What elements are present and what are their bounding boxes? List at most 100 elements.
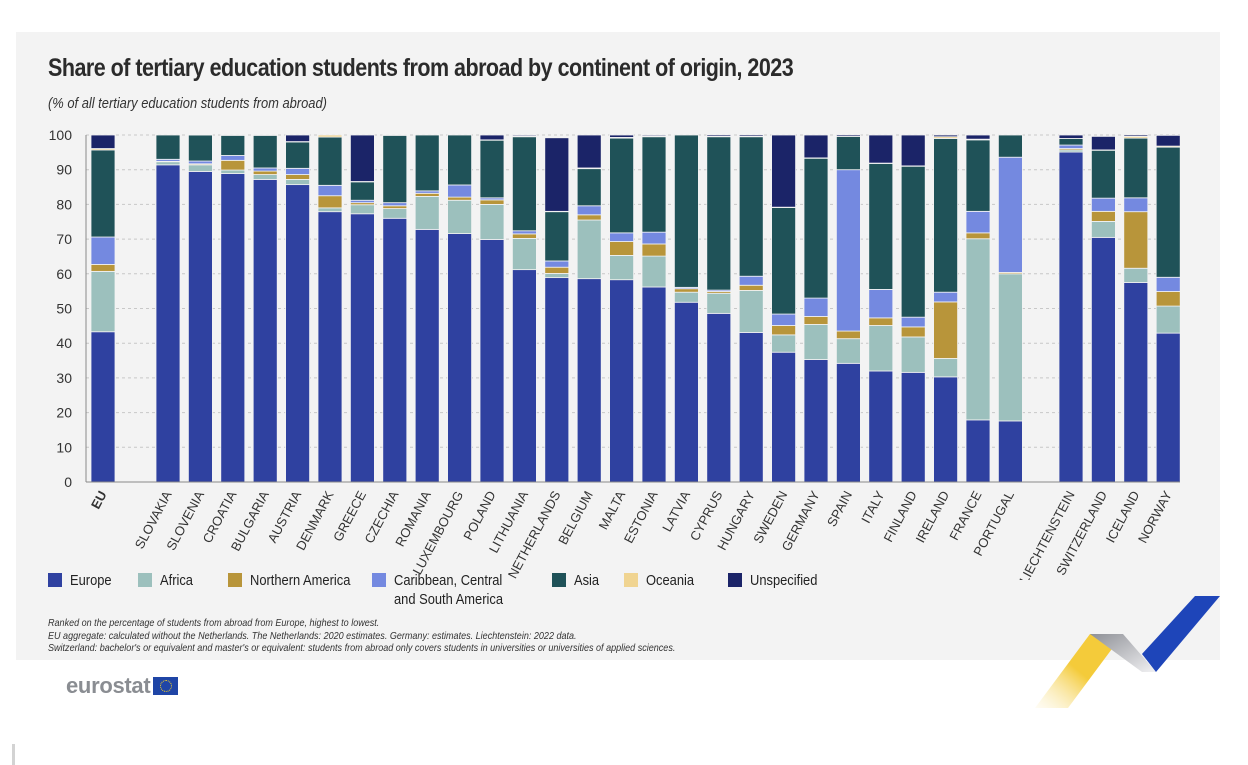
bar-stack — [609, 134, 634, 483]
legend-swatch — [138, 573, 152, 587]
legend-swatch — [372, 573, 386, 587]
bar-segment-asia — [187, 134, 213, 162]
ribbon-decoration-icon — [1035, 596, 1220, 708]
bar-segment-northern-america — [1091, 210, 1116, 222]
bar-segment-asia — [641, 136, 667, 233]
bar-segment-northern-america — [836, 330, 861, 340]
bar-segment-europe — [220, 173, 246, 483]
bar-segment-caribbean-central-and-south-america — [317, 184, 343, 197]
bar-stack — [544, 137, 570, 483]
legend-label: Caribbean, Central and South America — [394, 572, 504, 608]
y-tick-label: 0 — [64, 474, 72, 490]
bar-stack — [641, 134, 667, 483]
bar-segment-northern-america — [90, 264, 116, 272]
y-tick-label: 100 — [49, 127, 73, 143]
bar-segment-asia — [771, 207, 796, 315]
bar-segment-northern-america — [512, 233, 537, 239]
bar-segment-africa — [965, 238, 991, 421]
y-tick-label: 70 — [56, 231, 72, 247]
bar-segment-africa — [187, 164, 213, 172]
bar-segment-northern-america — [544, 266, 570, 274]
bar-stack — [1155, 134, 1181, 483]
bar-stack — [479, 134, 505, 483]
chart-title: Share of tertiary education students fro… — [48, 54, 794, 82]
bar-segment-africa — [706, 292, 732, 314]
bar-stack — [836, 134, 861, 483]
footnotes: Ranked on the percentage of students fro… — [48, 617, 675, 655]
bar-segment-caribbean-central-and-south-america — [285, 167, 311, 175]
bar-segment-unspecified — [900, 134, 926, 167]
bar-segment-caribbean-central-and-south-america — [868, 289, 894, 319]
bar-segment-europe — [1123, 282, 1149, 483]
legend-item: Europe — [48, 571, 126, 609]
bar-segment-europe — [382, 217, 408, 483]
legend-item: Caribbean, Central and South America — [372, 571, 540, 609]
bar-segment-asia — [90, 149, 116, 238]
bar-segment-caribbean-central-and-south-america — [900, 316, 926, 328]
x-axis-labels: EU SLOVAKIASLOVENIACROATIABULGARIAAUSTRIA… — [88, 488, 1175, 580]
bar-segment-asia — [706, 136, 732, 291]
bar-segment-europe — [674, 301, 699, 483]
bar-stack — [1123, 134, 1149, 483]
bar-stack — [220, 134, 246, 483]
bar-segment-africa — [252, 174, 278, 180]
bar-segment-europe — [706, 312, 732, 483]
legend-item: Oceania — [624, 571, 716, 609]
bar-segment-africa — [803, 324, 829, 360]
bar-segment-europe — [803, 359, 829, 483]
bar-segment-africa — [544, 273, 570, 279]
bar-segment-northern-america — [674, 288, 699, 293]
bar-segment-asia — [544, 211, 570, 262]
bar-segment-asia — [738, 136, 764, 277]
bar-segment-caribbean-central-and-south-america — [1058, 144, 1084, 149]
bar-stack — [868, 134, 894, 483]
legend-swatch — [728, 573, 742, 587]
bar-segment-asia — [900, 165, 926, 318]
bar-segment-europe — [900, 371, 926, 483]
bar-segment-northern-america — [285, 174, 311, 180]
bar-segment-asia — [868, 163, 894, 290]
bar-segment-africa — [414, 196, 440, 230]
y-axis-ticks: 0 10 20 30 40 50 60 70 80 90 100 — [49, 127, 73, 490]
bar-segment-unspecified — [1155, 134, 1181, 147]
footnote: EU aggregate: calculated without the Net… — [48, 629, 577, 642]
bar-segment-caribbean-central-and-south-america — [933, 291, 958, 303]
bar-segment-asia — [155, 134, 181, 160]
bar-segment-northern-america — [220, 159, 246, 171]
bar-segment-northern-america — [479, 199, 505, 205]
bar-segment-europe — [933, 376, 958, 483]
y-tick-label: 30 — [56, 370, 72, 386]
legend-item: Unspecified — [728, 571, 838, 609]
bar-segment-northern-america — [868, 317, 894, 326]
bar-segment-asia — [349, 181, 375, 201]
bar-stack — [447, 134, 473, 483]
bar-segment-asia — [382, 134, 408, 204]
bar-segment-asia — [965, 139, 991, 212]
bar-segment-oceania — [317, 134, 343, 138]
bar-segment-northern-america — [447, 196, 473, 201]
footnote: Switzerland: bachelor's or equivalent an… — [48, 642, 676, 654]
bar-segment-africa — [317, 207, 343, 213]
bar-segment-europe — [576, 278, 602, 483]
bar-segment-unspecified — [349, 134, 375, 182]
bar-stack — [285, 134, 311, 483]
y-tick-label: 60 — [56, 266, 72, 282]
bar-stack — [771, 134, 796, 483]
bar-segment-europe — [479, 239, 505, 483]
bar-segment-europe — [998, 420, 1023, 483]
bar-segment-asia — [252, 134, 278, 169]
bar-stack — [933, 134, 958, 483]
bar-segment-northern-america — [641, 243, 667, 257]
bar-segment-unspecified — [803, 134, 829, 159]
legend-label: Europe — [70, 572, 112, 589]
bar-segment-asia — [220, 134, 246, 156]
bar-segment-unspecified — [836, 134, 861, 137]
legend-label: Africa — [160, 572, 193, 589]
bar-segment-unspecified — [544, 137, 570, 212]
bar-stack — [998, 134, 1023, 483]
bar-segment-caribbean-central-and-south-america — [576, 205, 602, 216]
bar-segment-unspecified — [1058, 134, 1084, 139]
bar-segment-unspecified — [738, 134, 764, 137]
bar-segment-caribbean-central-and-south-america — [220, 155, 246, 161]
bar-segment-caribbean-central-and-south-america — [382, 202, 408, 207]
